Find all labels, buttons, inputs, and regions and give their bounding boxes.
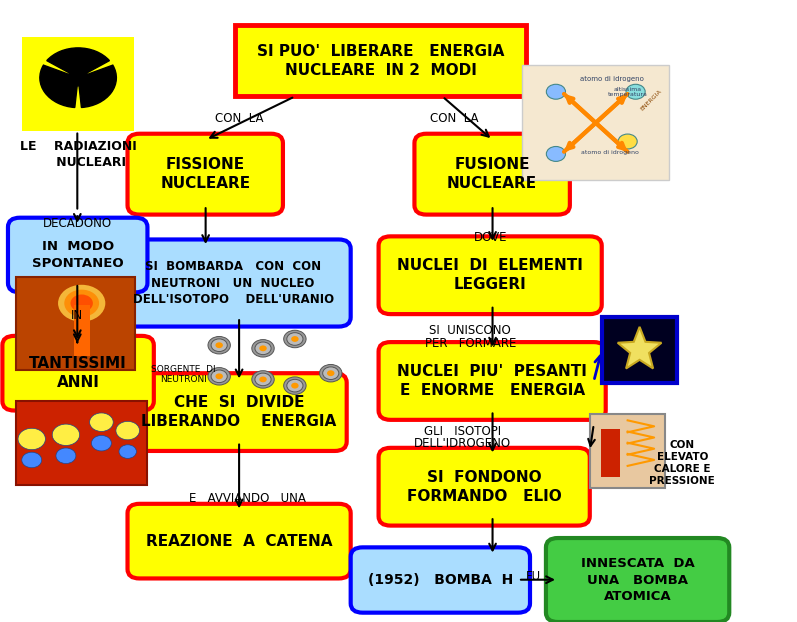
FancyBboxPatch shape: [16, 277, 135, 370]
Wedge shape: [79, 65, 116, 108]
Circle shape: [116, 421, 139, 440]
Circle shape: [211, 370, 227, 383]
FancyBboxPatch shape: [601, 429, 620, 477]
Circle shape: [56, 448, 76, 463]
Text: SI  FONDONO
FORMANDO   ELIO: SI FONDONO FORMANDO ELIO: [406, 470, 562, 504]
Circle shape: [259, 345, 267, 351]
Text: TANTISSIMI
ANNI: TANTISSIMI ANNI: [29, 356, 127, 390]
Circle shape: [92, 435, 112, 451]
Circle shape: [22, 452, 41, 468]
Circle shape: [291, 383, 299, 389]
Circle shape: [53, 424, 80, 445]
FancyBboxPatch shape: [128, 504, 351, 578]
Circle shape: [68, 70, 88, 86]
Text: IN  MODO
SPONTANEO: IN MODO SPONTANEO: [32, 240, 124, 270]
Text: FU: FU: [526, 570, 540, 583]
FancyBboxPatch shape: [2, 336, 154, 411]
Circle shape: [259, 376, 267, 383]
FancyBboxPatch shape: [128, 134, 283, 215]
Circle shape: [58, 285, 105, 322]
Circle shape: [119, 445, 136, 458]
Text: FUSIONE
NUCLEARE: FUSIONE NUCLEARE: [447, 157, 537, 191]
Text: E   AVVIANDO   UNA: E AVVIANDO UNA: [189, 493, 305, 505]
Circle shape: [287, 379, 303, 392]
Wedge shape: [47, 48, 109, 73]
FancyBboxPatch shape: [235, 25, 526, 96]
Circle shape: [215, 373, 223, 379]
Circle shape: [89, 413, 113, 432]
Text: SORGENTE  DI
NEUTRONI: SORGENTE DI NEUTRONI: [151, 364, 216, 384]
FancyBboxPatch shape: [351, 547, 530, 613]
Circle shape: [252, 371, 274, 388]
Circle shape: [291, 336, 299, 342]
Text: FISSIONE
NUCLEARE: FISSIONE NUCLEARE: [160, 157, 250, 191]
FancyBboxPatch shape: [22, 37, 134, 131]
FancyBboxPatch shape: [590, 414, 665, 488]
Text: altissima
temperatura: altissima temperatura: [607, 86, 648, 98]
FancyBboxPatch shape: [522, 65, 669, 180]
Circle shape: [618, 134, 638, 149]
Circle shape: [65, 290, 99, 317]
Circle shape: [208, 337, 230, 354]
Circle shape: [547, 147, 566, 162]
FancyBboxPatch shape: [16, 401, 147, 485]
Circle shape: [252, 340, 274, 357]
Text: NUCLEI  DI  ELEMENTI
LEGGERI: NUCLEI DI ELEMENTI LEGGERI: [397, 258, 583, 292]
Text: atomo di idrogeno: atomo di idrogeno: [579, 76, 644, 82]
Text: LE    RADIAZIONI
      NUCLEARI: LE RADIAZIONI NUCLEARI: [20, 140, 136, 169]
Text: IN: IN: [71, 310, 84, 322]
FancyBboxPatch shape: [8, 218, 147, 292]
Text: GLI   ISOTOPI: GLI ISOTOPI: [424, 425, 501, 438]
FancyBboxPatch shape: [379, 342, 606, 420]
Circle shape: [208, 368, 230, 385]
Text: SI PUO'  LIBERARE   ENERGIA
NUCLEARE  IN 2  MODI: SI PUO' LIBERARE ENERGIA NUCLEARE IN 2 M…: [257, 44, 505, 78]
Circle shape: [70, 294, 93, 312]
Circle shape: [255, 373, 271, 386]
Circle shape: [215, 342, 223, 348]
Text: ENERGIA: ENERGIA: [640, 88, 663, 111]
Text: CON  LA: CON LA: [430, 112, 478, 124]
Circle shape: [327, 370, 335, 376]
Circle shape: [626, 84, 646, 100]
FancyBboxPatch shape: [379, 236, 602, 314]
Text: CHE  SI  DIVIDE
LIBERANDO    ENERGIA: CHE SI DIVIDE LIBERANDO ENERGIA: [142, 395, 336, 429]
Text: DECADONO: DECADONO: [43, 218, 112, 230]
Text: CON  LA: CON LA: [215, 112, 263, 124]
Circle shape: [211, 339, 227, 351]
Circle shape: [284, 330, 306, 348]
Circle shape: [323, 367, 339, 379]
Circle shape: [255, 342, 271, 355]
Text: INNESCATA  DA
UNA   BOMBA
ATOMICA: INNESCATA DA UNA BOMBA ATOMICA: [581, 557, 694, 603]
Circle shape: [284, 377, 306, 394]
Text: REAZIONE  A  CATENA: REAZIONE A CATENA: [146, 534, 332, 549]
Circle shape: [287, 333, 303, 345]
FancyBboxPatch shape: [132, 373, 347, 451]
Text: PER   FORMARE: PER FORMARE: [425, 337, 516, 350]
FancyBboxPatch shape: [602, 317, 677, 383]
FancyBboxPatch shape: [414, 134, 570, 215]
FancyBboxPatch shape: [546, 538, 729, 622]
FancyBboxPatch shape: [379, 448, 590, 526]
Wedge shape: [40, 65, 77, 108]
Circle shape: [547, 84, 566, 100]
Text: CON
ELEVATO
CALORE E
PRESSIONE: CON ELEVATO CALORE E PRESSIONE: [650, 440, 715, 486]
Circle shape: [18, 429, 45, 450]
Text: NUCLEI  PIU'  PESANTI
E  ENORME   ENERGIA: NUCLEI PIU' PESANTI E ENORME ENERGIA: [397, 364, 587, 398]
Circle shape: [320, 364, 342, 382]
FancyBboxPatch shape: [116, 239, 351, 327]
FancyBboxPatch shape: [74, 305, 90, 356]
Text: DELL'IDROGENO: DELL'IDROGENO: [414, 437, 511, 450]
Text: atomo di idrogeno: atomo di idrogeno: [580, 150, 638, 155]
Text: (1952)   BOMBA  H: (1952) BOMBA H: [367, 573, 513, 587]
Text: SI  UNISCONO: SI UNISCONO: [430, 325, 511, 337]
Polygon shape: [618, 327, 662, 368]
Text: DOVE: DOVE: [473, 231, 507, 244]
Text: SI  BOMBARDA   CON  CON
NEUTRONI   UN  NUCLEO
DELL'ISOTOPO    DELL'URANIO: SI BOMBARDA CON CON NEUTRONI UN NUCLEO D…: [132, 260, 334, 306]
